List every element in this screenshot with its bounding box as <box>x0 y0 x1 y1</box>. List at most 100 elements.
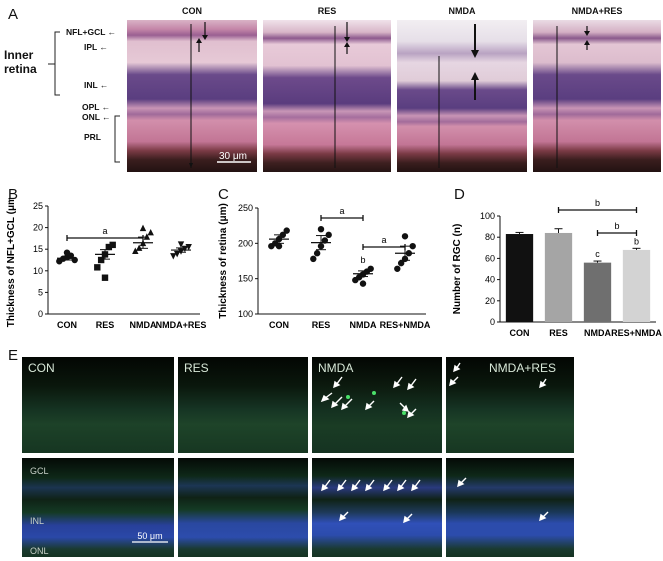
layer-label-prl: PRL <box>84 132 101 142</box>
y-tick-label: 40 <box>485 275 495 285</box>
fluor-label-con: CON <box>28 361 55 375</box>
panel-d-letter: D <box>454 186 465 203</box>
x-tick-label: RES+NMDA <box>611 328 662 338</box>
significance-label: a <box>381 235 386 245</box>
layer-label-inl: INL ← <box>84 80 109 90</box>
y-tick-label: 20 <box>485 296 495 306</box>
data-point <box>143 233 151 240</box>
fluor-label-nmda-res: NMDA+RES <box>488 361 556 375</box>
x-tick-label: CON <box>269 320 289 330</box>
fluor-label-nmda: NMDA <box>318 361 354 375</box>
data-point <box>135 244 143 251</box>
data-point <box>170 253 177 260</box>
data-point <box>97 256 105 264</box>
y-tick-label: 100 <box>238 309 253 319</box>
x-tick-label: RES <box>312 320 331 330</box>
significance-label: a <box>339 206 344 216</box>
fluor-nmda-bottom-arrows <box>321 479 421 524</box>
data-point <box>132 247 139 254</box>
data-point <box>177 241 185 248</box>
histology-con: CON 30 μm <box>127 6 257 172</box>
group-letter: b <box>360 255 365 265</box>
data-point <box>94 264 101 271</box>
svg-text:50 μm: 50 μm <box>137 531 162 541</box>
fluor-nmda-top: NMDA <box>312 357 442 453</box>
layer-label-opl: OPL ← <box>82 102 111 112</box>
y-axis-label: Thickness of NFL+GCL (μm) <box>6 198 17 327</box>
fluor-res-bottom <box>178 458 308 557</box>
data-point <box>63 249 71 256</box>
y-tick-label: 0 <box>38 309 43 319</box>
group-letter: b <box>634 236 639 246</box>
fluor-nmda-res-bottom <box>446 458 574 557</box>
x-tick-label: CON <box>510 328 530 338</box>
y-tick-label: 5 <box>38 287 43 297</box>
y-tick-label: 100 <box>480 211 495 221</box>
y-tick-label: 80 <box>485 232 495 242</box>
data-point <box>397 259 405 267</box>
histology-nmda: NMDA <box>397 6 527 172</box>
data-point <box>101 274 109 281</box>
panel-a-letter: A <box>8 6 19 23</box>
significance-label: b <box>595 198 600 208</box>
chart-d: 0 20 40 60 80 100 Number of RGC (n) CON RES NMDA R… <box>452 198 662 338</box>
fluor-label-res: RES <box>184 361 209 375</box>
y-tick-label: 60 <box>485 253 495 263</box>
fluor-layer-gcl: GCL <box>30 466 49 476</box>
data-point <box>409 242 416 250</box>
fluor-nmda-res-top: NMDA+RES <box>446 357 574 453</box>
x-tick-label: NMDA <box>350 320 377 330</box>
fluor-layer-onl: ONL <box>30 546 49 556</box>
chart-c: 100 150 200 250 Thickness of retina (μm) CON R… <box>218 203 431 330</box>
panel-e-letter: E <box>8 347 19 364</box>
y-tick-label: 15 <box>33 244 43 254</box>
histology-label-con: CON <box>182 6 202 16</box>
bar <box>544 232 573 322</box>
panel-c-letter: C <box>218 186 229 203</box>
y-tick-label: 25 <box>33 201 43 211</box>
fluor-layer-inl: INL <box>30 516 45 526</box>
x-tick-label: NMDA <box>130 320 157 330</box>
data-point <box>325 231 332 239</box>
x-tick-label: RES+NMDA <box>380 320 431 330</box>
data-point <box>367 265 374 272</box>
data-point <box>105 243 113 251</box>
histology-nmda-res: NMDA+RES <box>533 6 661 172</box>
inner-retina-label: Inner retina <box>4 48 37 76</box>
data-point <box>275 242 283 250</box>
chart-b: 0 5 10 15 20 25 Thickness of NFL+GCL (μm) CON RE… <box>6 198 207 330</box>
bar <box>583 262 612 322</box>
x-tick-label: CON <box>57 320 77 330</box>
fluor-nmda-res-arrows <box>449 362 547 389</box>
data-point <box>139 224 147 232</box>
fluor-nmda-arrows <box>320 376 417 419</box>
histology-label-nmda-res: NMDA+RES <box>571 6 623 16</box>
data-point <box>394 265 401 272</box>
data-point <box>401 233 409 240</box>
y-tick-label: 250 <box>238 203 253 213</box>
x-tick-label: NMDA+RES <box>156 320 207 330</box>
bar <box>622 249 651 322</box>
fluor-res-top: RES <box>178 357 308 453</box>
data-point <box>310 255 317 263</box>
data-point <box>283 227 290 234</box>
layer-label-nfl-gcl: NFL+GCL ← <box>66 27 117 37</box>
fluor-con-bottom: GCL INL ONL 50 μm <box>22 458 174 557</box>
histology-label-nmda: NMDA <box>448 6 476 16</box>
data-point <box>359 280 367 287</box>
data-point <box>313 250 321 257</box>
y-axis-label: Number of RGC (n) <box>452 224 463 315</box>
y-tick-label: 150 <box>238 274 253 284</box>
y-axis-label: Thickness of retina (μm) <box>218 203 229 319</box>
svg-text:30 μm: 30 μm <box>219 151 247 162</box>
bar <box>505 234 534 322</box>
y-tick-label: 0 <box>490 317 495 327</box>
group-letter: c <box>595 249 600 259</box>
significance-label: b <box>614 221 619 231</box>
histology-res: RES <box>263 6 391 172</box>
data-point <box>185 244 192 251</box>
y-tick-label: 200 <box>238 238 253 248</box>
layer-label-ipl: IPL ← <box>84 42 108 52</box>
layer-label-onl: ONL ← <box>82 112 111 122</box>
histology-label-res: RES <box>317 6 337 16</box>
